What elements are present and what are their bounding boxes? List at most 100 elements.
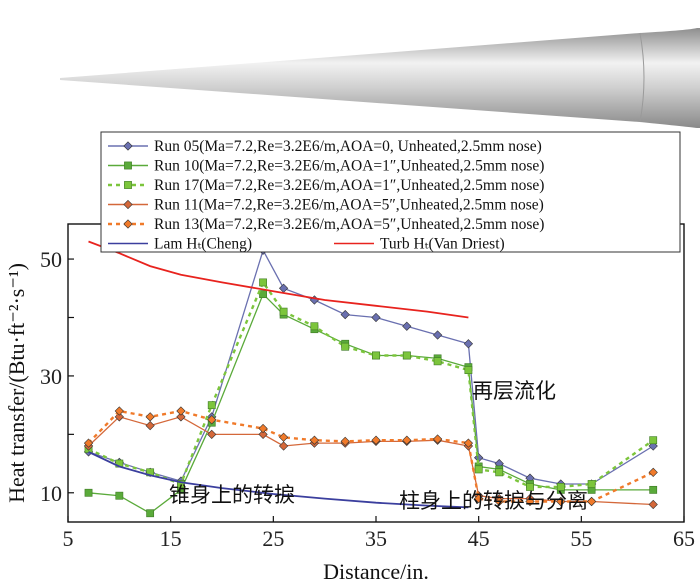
data-point-run-05 (463, 339, 474, 349)
legend-entry-run-17: Run 17(Ma=7.2,Re=3.2E6/m,AOA=1″,Unheated… (108, 177, 544, 194)
data-point-run-10 (84, 488, 93, 497)
data-point-run-10 (649, 485, 658, 494)
data-point-run-13 (83, 438, 94, 448)
data-point-run-11 (145, 420, 155, 431)
data-point-run-17 (433, 357, 442, 366)
x-tick-label: 5 (63, 526, 74, 551)
data-point-run-17 (207, 401, 216, 410)
data-point-run-13 (309, 435, 320, 445)
data-point-run-17 (556, 483, 565, 491)
data-point-run-11 (278, 441, 289, 451)
series-line-run-17 (87, 279, 654, 489)
x-tick-label: 65 (673, 526, 695, 551)
x-axis-title: Distance/in. (323, 559, 429, 584)
data-point-run-13 (525, 496, 535, 507)
data-point-run-17 (341, 342, 350, 351)
data-point-run-05 (278, 283, 289, 293)
data-point-run-17 (177, 480, 185, 488)
data-point-run-13 (432, 434, 443, 444)
data-point-run-13 (586, 496, 597, 507)
data-point-run-13 (278, 432, 289, 442)
data-point-run-13 (556, 496, 566, 507)
data-point-run-11 (258, 429, 268, 439)
legend-marker (123, 199, 133, 210)
legend-entry-run-05: Run 05(Ma=7.2,Re=3.2E6/m,AOA=0, Unheated… (108, 138, 542, 155)
legend-label: Lam Hₜ(Cheng) (154, 236, 252, 253)
x-tick-label: 55 (570, 526, 592, 551)
legend-label: Run 13(Ma=7.2,Re=3.2E6/m,AOA=5″,Unheated… (154, 216, 544, 233)
data-point-run-17 (372, 351, 380, 360)
x-tick-label: 35 (365, 526, 387, 551)
series-run-05 (83, 245, 658, 489)
legend-label: Turb Hₜ(Van Driest) (380, 236, 505, 253)
legend-entry-lam-ht: Lam Hₜ(Cheng) (108, 236, 252, 253)
legend: Run 05(Ma=7.2,Re=3.2E6/m,AOA=0, Unheated… (108, 138, 544, 253)
data-point-run-13 (114, 406, 124, 416)
data-point-run-13 (207, 415, 217, 425)
data-point-run-11 (207, 429, 217, 439)
legend-marker (123, 141, 133, 151)
data-point-run-17 (649, 436, 658, 445)
legend-label: Run 05(Ma=7.2,Re=3.2E6/m,AOA=0, Unheated… (154, 138, 542, 155)
x-tick-label: 25 (262, 526, 284, 551)
data-point-run-13 (494, 496, 504, 507)
data-point-run-17 (310, 322, 319, 331)
data-point-run-17 (526, 483, 534, 491)
data-point-run-05 (340, 309, 350, 320)
data-point-run-17 (464, 366, 473, 374)
legend-entry-run-10: Run 10(Ma=7.2,Re=3.2E6/m,AOA=1″,Unheated… (108, 158, 544, 175)
annotation-cylinder-transition: 柱身上的转捩与分离 (399, 489, 588, 513)
legend-entry-run-11: Run 11(Ma=7.2,Re=3.2E6/m,AOA=5″,Unheated… (108, 197, 544, 214)
series-line-turb-ht (88, 240, 469, 319)
series-turb-ht (88, 240, 469, 319)
data-point-run-05 (648, 441, 658, 451)
axis-ticks: 5 15 25 35 45 55 65 10 30 50 (40, 247, 695, 551)
y-tick-label: 50 (40, 247, 62, 272)
data-point-run-17 (474, 465, 483, 474)
series-layer (83, 240, 658, 518)
legend-label: Run 17(Ma=7.2,Re=3.2E6/m,AOA=1″,Unheated… (154, 177, 544, 194)
data-point-run-05 (402, 321, 412, 331)
legend-entry-turb-ht: Turb Hₜ(Van Driest) (334, 236, 505, 253)
series-run-17 (84, 278, 658, 491)
series-run-13 (83, 406, 658, 507)
data-point-run-13 (463, 438, 474, 448)
legend-label: Run 10(Ma=7.2,Re=3.2E6/m,AOA=1″,Unheated… (154, 158, 544, 175)
data-point-run-05 (432, 330, 443, 340)
data-point-run-17 (259, 278, 267, 287)
legend-entry-run-13: Run 13(Ma=7.2,Re=3.2E6/m,AOA=5″,Unheated… (108, 216, 544, 233)
legend-marker (123, 219, 133, 229)
data-point-run-17 (495, 468, 504, 477)
data-point-run-10 (115, 491, 124, 500)
data-point-run-17 (587, 480, 596, 488)
data-point-run-13 (258, 423, 268, 434)
data-point-run-10 (146, 509, 155, 518)
series-lam-ht (88, 451, 469, 509)
data-point-run-17 (402, 351, 411, 360)
series-line-run-05 (88, 248, 654, 485)
cone-model-image (60, 28, 700, 128)
data-point-run-13 (145, 412, 155, 422)
legend-marker (124, 161, 132, 170)
legend-box (100, 131, 681, 253)
series-line-lam-ht (88, 451, 469, 509)
y-axis-title: Heat transfer/(Btu·ft⁻²·s⁻¹) (4, 263, 29, 503)
data-point-run-13 (340, 436, 350, 446)
x-tick-label: 15 (160, 526, 182, 551)
y-tick-label: 10 (40, 481, 62, 506)
data-point-run-13 (648, 467, 658, 477)
y-tick-label: 30 (40, 364, 62, 389)
annotation-cone-transition: 锥身上的转捩 (169, 483, 295, 507)
data-point-run-13 (402, 435, 412, 445)
data-point-run-17 (279, 307, 288, 316)
data-point-run-13 (474, 494, 484, 504)
data-point-run-11 (176, 412, 186, 422)
data-point-run-11 (648, 499, 658, 510)
legend-label: Run 11(Ma=7.2,Re=3.2E6/m,AOA=5″,Unheated… (154, 197, 544, 214)
annotation-relaminarization: 再层流化 (472, 379, 556, 403)
legend-marker (124, 181, 132, 189)
cone-cylinder-joint (639, 32, 645, 123)
data-point-run-05 (371, 312, 381, 323)
x-tick-label: 45 (468, 526, 490, 551)
